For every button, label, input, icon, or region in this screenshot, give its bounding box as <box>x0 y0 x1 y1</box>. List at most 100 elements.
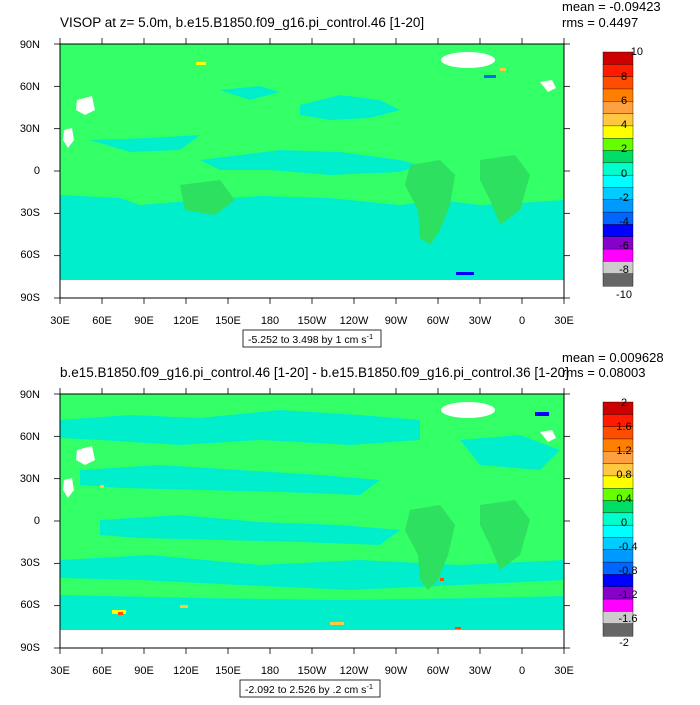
panel-1-southern-ocean-band <box>60 195 564 280</box>
colorbar-label: -1.2 <box>619 589 638 601</box>
panel-2-north-atlantic-patch <box>460 435 560 470</box>
colorbar-label: -4 <box>619 216 629 228</box>
panel-2-greenland-mask <box>441 402 495 418</box>
panel-1-mean: mean = -0.09423 <box>562 0 661 14</box>
colorbar-label: 0 <box>621 517 627 529</box>
colorbar-label: 1.2 <box>616 445 631 457</box>
lon-label: 60E <box>92 315 112 327</box>
panel-1-greenland-mask <box>441 52 495 68</box>
panel-1-title: VISOP at z= 5.0m, b.e15.B1850.f09_g16.pi… <box>60 15 424 30</box>
lon-label: 30E <box>554 665 574 677</box>
lon-label: 30W <box>469 665 492 677</box>
lon-label: 90W <box>385 315 408 327</box>
colorbar-swatch <box>602 401 634 415</box>
lon-label: 90E <box>134 315 154 327</box>
panel-2-north-pacific-band <box>60 410 420 445</box>
panel-1-south-america <box>405 160 455 245</box>
lon-label: 180 <box>261 315 279 327</box>
colorbar-swatch <box>602 512 634 526</box>
lat-label: 30N <box>20 473 40 485</box>
colorbar-swatch <box>602 162 634 176</box>
lon-label: 30E <box>50 665 70 677</box>
panel-2-mean: mean = 0.009628 <box>562 350 664 365</box>
panel-1-kuroshio-patch <box>220 86 280 100</box>
colorbar-swatch <box>602 174 634 188</box>
colorbar-label: -0.4 <box>619 541 638 553</box>
panel-2-range-box <box>239 679 381 698</box>
lon-label: 180 <box>261 665 279 677</box>
lon-label: 120W <box>340 665 369 677</box>
lon-label: 90E <box>134 665 154 677</box>
colorbar-label: 0.4 <box>616 493 631 505</box>
lat-label: 90N <box>20 39 40 51</box>
panel-1-rms: rms = 0.4497 <box>562 15 638 30</box>
panel-2-southern-band <box>60 555 564 590</box>
panel-2-africa <box>480 500 530 570</box>
colorbar-swatch <box>602 88 634 102</box>
panel-2-black-sea-mask <box>540 430 556 442</box>
colorbar-label: 2 <box>621 397 627 409</box>
lat-label: 0 <box>34 515 40 527</box>
panel-1-range-label: -5.252 to 3.498 by 1 cm s-1 <box>248 332 373 346</box>
panel-1-colorbar-labels: 10 8 6 4 2 0 -2 -4 -6 -8 -10 <box>616 46 643 301</box>
lon-label: 60W <box>427 665 450 677</box>
lat-label: 30N <box>20 123 40 135</box>
lat-label: 90S <box>20 292 40 304</box>
colorbar-swatch <box>602 125 634 139</box>
panel-2-red-sea-mask <box>63 478 74 498</box>
panel-2-lon-labels: 30E 60E 90E 120E 150E 180 150W 120W 90W … <box>50 665 574 677</box>
panel-2-lat-labels: 90N 60N 30N 0 30S 60S 90S <box>20 389 40 654</box>
colorbar-label: -2 <box>619 192 629 204</box>
lon-label: 0 <box>519 665 525 677</box>
panel-2-rms: rms = 0.08003 <box>562 365 645 380</box>
colorbar-label: 10 <box>631 46 643 58</box>
panel-1-colorbar <box>602 51 634 287</box>
colorbar-label: 6 <box>621 95 627 107</box>
panel-1-ticks <box>54 38 570 304</box>
panel-2: b.e15.B1850.f09_g16.pi_control.46 [1-20]… <box>20 350 664 698</box>
panel-1-lat-labels: 90N 60N 30N 0 30S 60S 90S <box>20 39 40 304</box>
panel-1-australia <box>180 180 235 215</box>
panel-1-range-box <box>242 329 382 348</box>
colorbar-label: 0 <box>621 168 627 180</box>
colorbar-swatch <box>602 113 634 127</box>
colorbar-label: -1.6 <box>619 613 638 625</box>
lon-label: 90W <box>385 665 408 677</box>
colorbar-label: -2 <box>619 637 629 649</box>
panel-2-title: b.e15.B1850.f09_g16.pi_control.46 [1-20]… <box>60 365 569 380</box>
colorbar-label: -10 <box>616 289 632 301</box>
colorbar-label: 8 <box>621 71 627 83</box>
panel-2-tropical-band-south <box>100 515 400 545</box>
panel-1-lon-labels: 30E 60E 90E 120E 150E 180 150W 120W 90W … <box>50 315 574 327</box>
lon-label: 60E <box>92 665 112 677</box>
lat-label: 30S <box>20 557 40 569</box>
panel-2-map-field <box>60 394 564 630</box>
panel-1-indian-ocean-patch <box>90 135 200 152</box>
panel-2-tropical-band-north <box>80 465 380 495</box>
lon-label: 30E <box>554 315 574 327</box>
panel-2-southern-ocean <box>60 595 564 630</box>
colorbar-label: 2 <box>621 143 627 155</box>
colorbar-swatch <box>602 138 634 152</box>
lon-label: 120E <box>173 665 199 677</box>
colorbar-swatch <box>602 524 634 538</box>
lat-label: 60S <box>20 599 40 611</box>
lat-label: 60S <box>20 249 40 261</box>
panel-2-range-label: -2.092 to 2.526 by .2 cm s-1 <box>245 682 373 696</box>
lat-label: 60N <box>20 81 40 93</box>
panel-1-africa <box>480 155 530 225</box>
panel-1-black-sea-mask <box>540 80 556 92</box>
panel-1-caspian-mask <box>76 96 95 115</box>
colorbar-swatch <box>602 51 634 65</box>
colorbar-label: 4 <box>621 119 627 131</box>
panel-2-caspian-mask <box>76 446 95 465</box>
lat-label: 30S <box>20 207 40 219</box>
lon-label: 150W <box>298 665 327 677</box>
lon-label: 150E <box>215 315 241 327</box>
colorbar-swatch <box>602 76 634 90</box>
colorbar-swatch <box>602 101 634 115</box>
panel-2-colorbar-labels: 2 1.6 1.2 0.8 0.4 0 -0.4 -0.8 -1.2 -1.6 … <box>616 397 637 649</box>
lon-label: 30W <box>469 315 492 327</box>
lon-label: 150E <box>215 665 241 677</box>
